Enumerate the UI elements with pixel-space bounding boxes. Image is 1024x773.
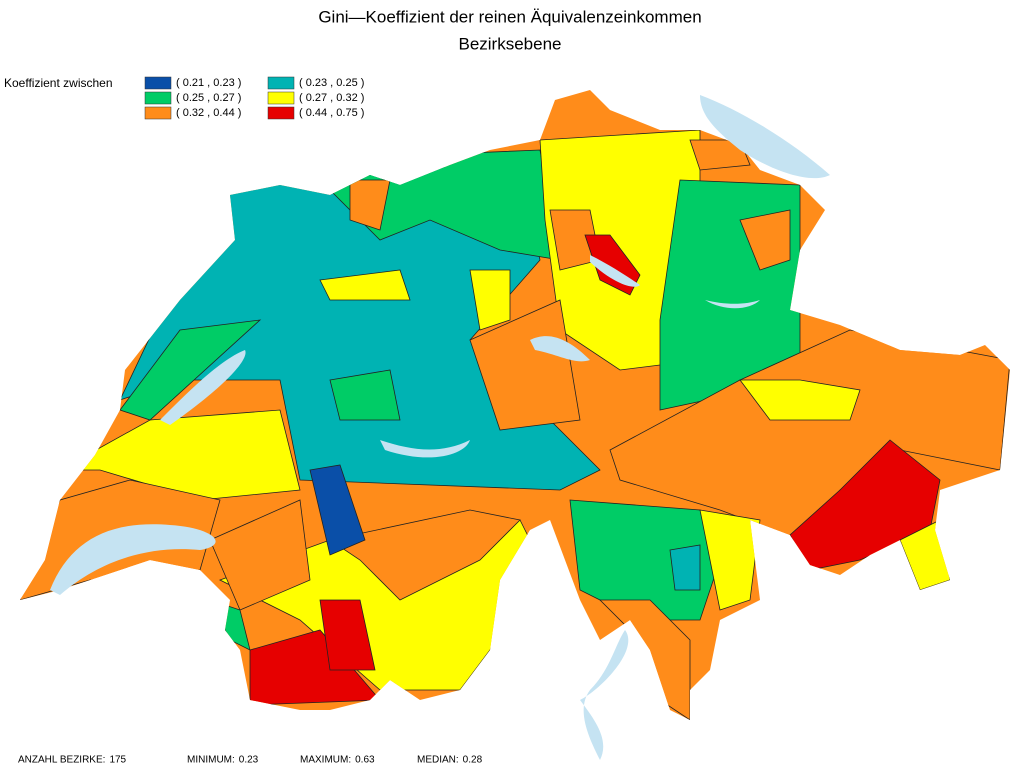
legend-swatch (144, 76, 172, 90)
legend-label: Koeffizient zwischen (4, 76, 113, 90)
legend-swatch (267, 91, 295, 105)
legend-item: ( 0.23 , 0.25 ) (299, 77, 364, 89)
legend-swatch (267, 106, 295, 120)
lakes (50, 95, 830, 760)
legend: ( 0.21 , 0.23 ) ( 0.23 , 0.25 ) ( 0.25 , 0… (144, 76, 364, 120)
map-subtitle: Bezirksebene (458, 34, 561, 53)
legend-item: ( 0.44 , 0.75 ) (299, 107, 364, 119)
footer-label: MINIMUM: (187, 755, 235, 766)
footer-label: MEDIAN: (417, 755, 459, 766)
legend-swatch (144, 91, 172, 105)
footer-label: MAXIMUM: (300, 755, 351, 766)
map-title: Gini—Koeffizient der reinen Äquivalenzei… (318, 7, 701, 26)
legend-swatch (144, 106, 172, 120)
footer-value: 0.28 (463, 755, 483, 766)
footer-value: 175 (109, 755, 126, 766)
legend-item: ( 0.25 , 0.27 ) (176, 92, 241, 104)
footer-value: 0.63 (355, 755, 375, 766)
footer: ANZAHL BEZIRKE: 175 MINIMUM: 0.23 MAXIMUM: 0.… (18, 755, 483, 766)
legend-item: ( 0.32 , 0.44 ) (176, 107, 241, 119)
legend-item: ( 0.27 , 0.32 ) (299, 92, 364, 104)
legend-item: ( 0.21 , 0.23 ) (176, 77, 241, 89)
legend-swatch (267, 76, 295, 90)
footer-value: 0.23 (239, 755, 259, 766)
footer-label: ANZAHL BEZIRKE: (18, 755, 105, 766)
